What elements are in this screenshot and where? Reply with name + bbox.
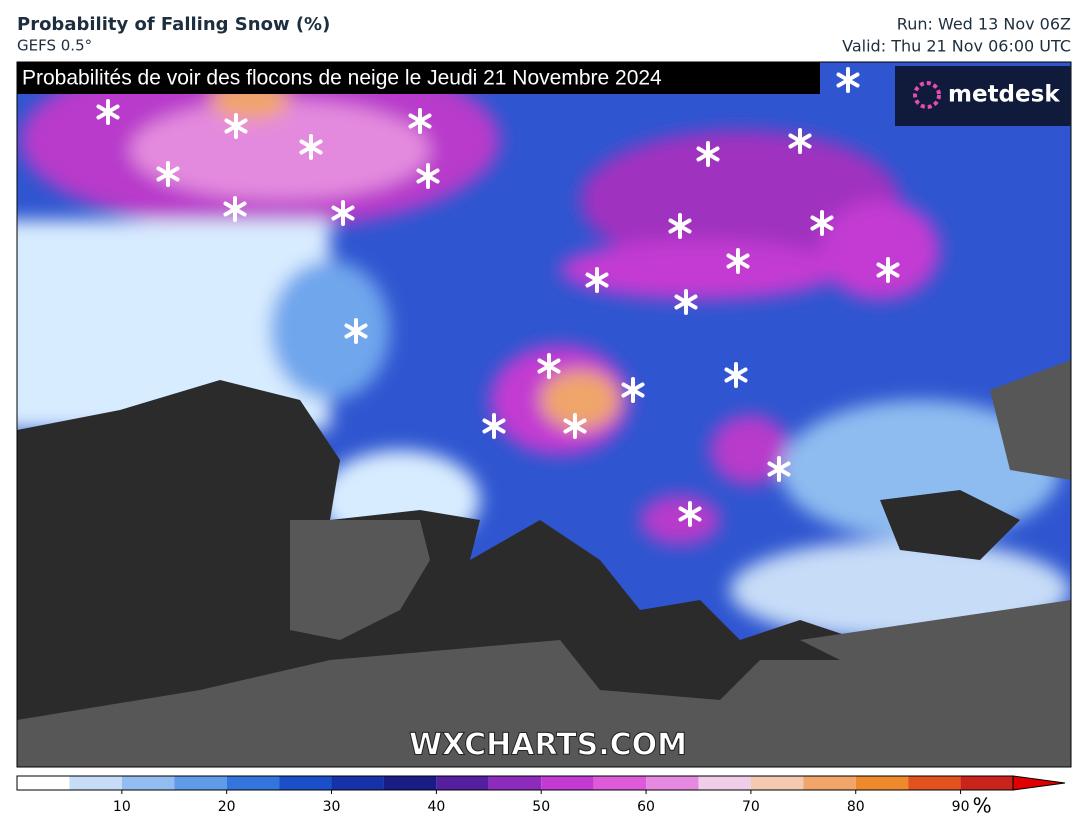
colorbar-bin: [593, 776, 647, 790]
colorbar-tick-label: 10: [113, 799, 131, 815]
snowflake-stroke: [156, 166, 180, 182]
snowflake-stroke: [223, 201, 247, 217]
snowflake-stroke: [678, 506, 702, 522]
colorbar-tick-label: 90: [952, 799, 970, 815]
snowflake-stroke: [344, 323, 368, 339]
snowflake-stroke: [696, 146, 720, 162]
snowflake-stroke: [674, 294, 698, 310]
colorbar-bin: [383, 776, 437, 790]
snowflake-stroke: [836, 72, 860, 88]
snowflake-stroke: [96, 104, 120, 120]
snowflake-stroke: [585, 272, 609, 288]
colorbar-tick-label: 30: [323, 799, 341, 815]
colorbar-bin: [331, 776, 384, 790]
colorbar-bin: [17, 776, 70, 790]
colorbar-tick-label: 80: [847, 799, 865, 815]
colorbar-tick-label: 60: [637, 799, 655, 815]
snowflake-stroke: [563, 418, 587, 434]
logo: metdesk: [948, 82, 1060, 108]
colorbar-bin: [226, 776, 280, 790]
colorbar-bin: [960, 776, 1013, 790]
colorbar-bin: [750, 776, 804, 790]
snowflake-stroke: [668, 218, 692, 234]
colorbar-bin: [646, 776, 699, 790]
colorbar-bin: [69, 776, 122, 790]
caption: Probabilités de voir des flocons de neig…: [22, 67, 662, 90]
snowflake-stroke: [726, 253, 750, 269]
title: Probability of Falling Snow (%): [17, 14, 330, 35]
run-time: Run: Wed 13 Nov 06Z: [897, 15, 1071, 34]
colorbar-bin: [855, 776, 909, 790]
snowflake-stroke: [788, 133, 812, 149]
snowflake-stroke: [876, 262, 900, 278]
logo-icon: [913, 81, 941, 109]
watermark: WXCHARTS.COM: [409, 728, 687, 763]
snowflake-stroke: [299, 139, 323, 155]
colorbar-bin: [908, 776, 961, 790]
snowflake-stroke: [224, 118, 248, 134]
caption-box: [17, 62, 820, 94]
colorbar-bin: [436, 776, 489, 790]
colorbar-tick-label: 70: [742, 799, 760, 815]
snowflake-stroke: [537, 358, 561, 374]
snowflake-stroke: [416, 168, 440, 184]
colorbar-bin: [279, 776, 332, 790]
map: [17, 62, 1071, 767]
snowflake-stroke: [810, 215, 834, 231]
snowflake-stroke: [767, 461, 791, 477]
model: GEFS 0.5°: [17, 37, 92, 55]
colorbar-tick-label: 50: [532, 799, 550, 815]
logo-box: [895, 66, 1071, 126]
colorbar: 10 20 30 40 50 60 70 80 90%: [16, 775, 1066, 818]
colorbar-bin: [803, 776, 856, 790]
snow-field: [17, 62, 1070, 640]
snowflake-stroke: [482, 418, 506, 434]
colorbar-arrow: [1012, 775, 1066, 791]
land: [17, 520, 1071, 767]
snowflake-stroke: [331, 205, 355, 221]
valid-time: Valid: Thu 21 Nov 06:00 UTC: [842, 37, 1071, 56]
snowflakes: [96, 67, 900, 527]
colorbar-bin: [698, 776, 751, 790]
black-sea: [880, 490, 1020, 560]
colorbar-tick-label: 40: [427, 799, 445, 815]
colorbar-unit: %: [973, 794, 992, 818]
snowflake-stroke: [724, 367, 748, 383]
colorbar-frame: [16, 775, 1014, 791]
snowflake-stroke: [621, 382, 645, 398]
colorbar-bin: [541, 776, 594, 790]
colorbar-bin: [121, 776, 175, 790]
colorbar-tick-label: 20: [218, 799, 236, 815]
colorbar-bin: [174, 776, 227, 790]
land-east: [990, 360, 1071, 480]
snowflake-stroke: [408, 113, 432, 129]
colorbar-bin: [488, 776, 542, 790]
